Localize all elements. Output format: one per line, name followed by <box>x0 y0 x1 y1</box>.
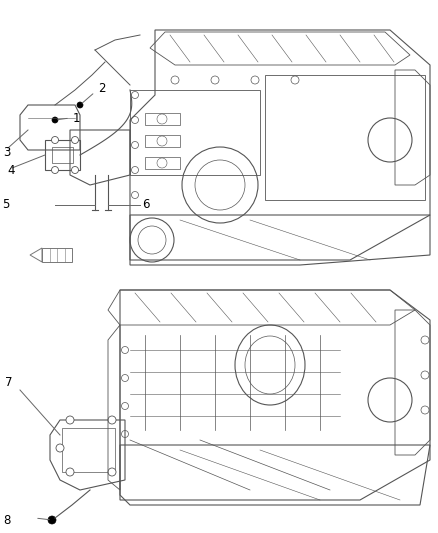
Circle shape <box>52 117 58 123</box>
Circle shape <box>66 468 74 476</box>
Circle shape <box>77 102 83 108</box>
Text: 5: 5 <box>2 198 9 212</box>
Text: 7: 7 <box>5 376 13 390</box>
Bar <box>145 113 180 125</box>
Circle shape <box>108 468 116 476</box>
Circle shape <box>71 136 78 143</box>
Bar <box>145 135 180 147</box>
Text: 8: 8 <box>3 514 11 528</box>
Text: 2: 2 <box>98 83 106 95</box>
Circle shape <box>66 416 74 424</box>
Text: 4: 4 <box>7 165 14 177</box>
Bar <box>145 157 180 169</box>
Circle shape <box>108 416 116 424</box>
Circle shape <box>52 166 59 174</box>
Circle shape <box>71 166 78 174</box>
Circle shape <box>56 444 64 452</box>
Text: 3: 3 <box>3 146 11 158</box>
Text: 6: 6 <box>142 198 149 212</box>
Circle shape <box>48 516 56 524</box>
Circle shape <box>52 136 59 143</box>
Text: 1: 1 <box>73 111 81 125</box>
